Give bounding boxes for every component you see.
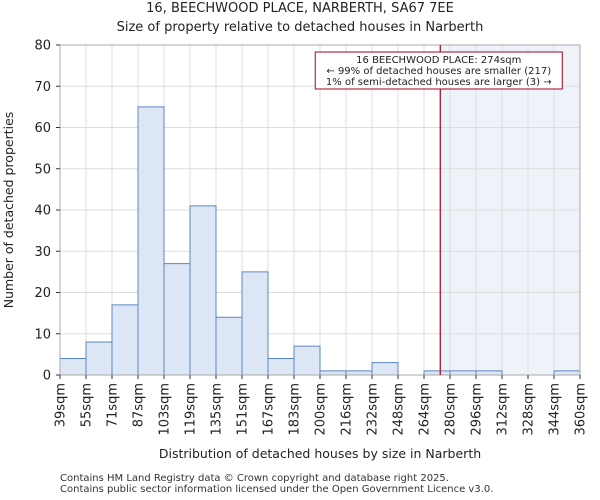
x-tick-label: 296sqm — [470, 383, 485, 436]
x-tick-label: 264sqm — [418, 383, 433, 436]
x-tick-label: 103sqm — [158, 383, 173, 436]
bar — [345, 370, 373, 376]
y-tick-label: 20 — [34, 286, 51, 301]
bar — [267, 358, 295, 376]
bar — [189, 205, 217, 376]
x-tick-label: 248sqm — [392, 383, 407, 436]
x-axis-label: Distribution of detached houses by size … — [159, 446, 481, 461]
y-tick-label: 30 — [34, 245, 51, 260]
footer-line-1: Contains HM Land Registry data © Crown c… — [60, 473, 449, 484]
chart-title: 16, BEECHWOOD PLACE, NARBERTH, SA67 7EE — [146, 1, 454, 16]
x-tick-label: 328sqm — [522, 383, 537, 436]
y-tick-label: 70 — [34, 80, 51, 95]
bar — [423, 370, 451, 376]
x-tick-label: 312sqm — [496, 383, 511, 436]
bar — [293, 345, 321, 376]
x-tick-label: 344sqm — [548, 383, 563, 436]
bar — [137, 106, 165, 376]
x-tick-label: 232sqm — [366, 383, 381, 436]
footer-line-2: Contains public sector information licen… — [60, 484, 494, 495]
x-ticks: 39sqm 55sqm 71sqm 87sqm 103sqm 119sqm 135sqm 15… — [54, 375, 589, 436]
x-tick-label: 216sqm — [340, 383, 355, 436]
x-tick-label: 135sqm — [210, 383, 225, 436]
bar — [449, 370, 477, 376]
histogram-chart: 0 10 20 30 40 50 60 70 80 39sqm 55sqm 71sqm 87sqm 10… — [1, 39, 589, 462]
y-tick-label: 50 — [34, 162, 51, 177]
bar — [319, 370, 347, 376]
annotation-line: ← 99% of detached houses are smaller (21… — [326, 66, 551, 77]
x-tick-label: 167sqm — [262, 383, 277, 436]
bar — [59, 358, 87, 376]
chart-subtitle: Size of property relative to detached ho… — [116, 20, 484, 35]
annotation-line: 1% of semi-detached houses are larger (3… — [326, 77, 552, 88]
bar — [85, 341, 113, 376]
y-axis-label: Number of detached properties — [1, 112, 16, 309]
y-tick-label: 10 — [34, 327, 51, 342]
annotation-frame — [314, 51, 563, 90]
x-tick-label: 360sqm — [574, 383, 589, 436]
bar — [371, 362, 399, 376]
bars — [59, 106, 581, 376]
y-tick-label: 40 — [34, 204, 51, 219]
y-ticks: 0 10 20 30 40 50 60 70 80 — [34, 39, 60, 384]
x-tick-label: 71sqm — [106, 383, 121, 427]
x-tick-label: 183sqm — [288, 383, 303, 436]
x-tick-label: 87sqm — [132, 383, 147, 427]
annotation-line: 16 BEECHWOOD PLACE: 274sqm — [356, 55, 521, 66]
annotation-box: 16 BEECHWOOD PLACE: 274sqm← 99% of detac… — [314, 51, 563, 90]
bar — [241, 271, 269, 376]
y-tick-label: 0 — [43, 369, 51, 384]
x-tick-label: 55sqm — [80, 383, 95, 427]
x-tick-label: 119sqm — [184, 383, 199, 436]
x-tick-label: 151sqm — [236, 383, 251, 436]
bar — [163, 263, 191, 376]
bar — [553, 370, 581, 376]
y-tick-label: 80 — [34, 39, 51, 54]
bar — [215, 316, 243, 376]
x-tick-label: 280sqm — [444, 383, 459, 436]
bar — [111, 304, 139, 376]
x-tick-label: 39sqm — [54, 383, 69, 427]
bar — [475, 370, 503, 376]
y-tick-label: 60 — [34, 121, 51, 136]
x-tick-label: 200sqm — [314, 383, 329, 436]
